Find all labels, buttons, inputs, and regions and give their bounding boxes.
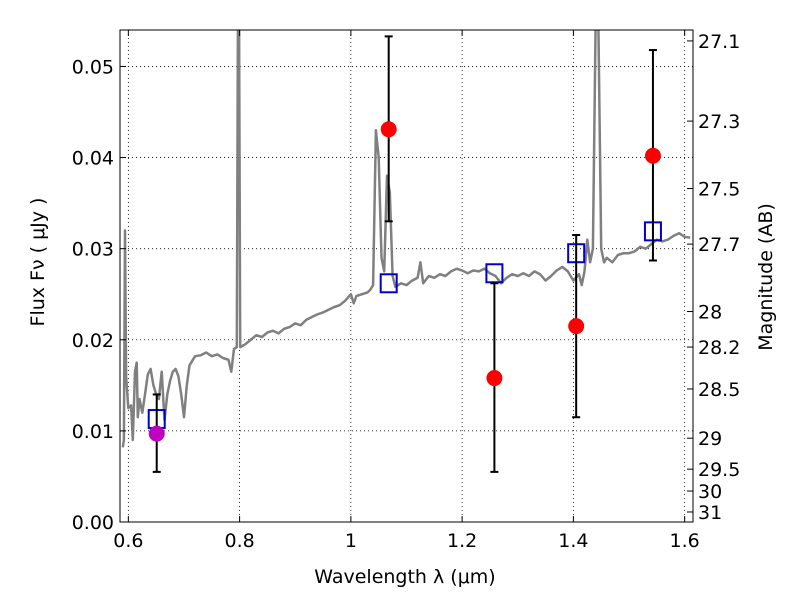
observed-point	[380, 121, 397, 138]
y-tick-label: 0.05	[72, 56, 114, 78]
model-square-marker	[485, 263, 504, 284]
right-tick-label: 27.5	[698, 179, 740, 201]
plot-frame	[119, 29, 694, 523]
spectrum-line	[121, 30, 691, 448]
right-tick-label: 30	[698, 481, 722, 503]
x-tick-label: 0.8	[224, 530, 254, 552]
y-tick-label: 0.04	[72, 148, 114, 170]
right-axis-label: Magnitude (AB)	[755, 203, 777, 351]
optical-point	[148, 425, 165, 442]
right-tick-label: 27.1	[698, 31, 740, 53]
x-axis-label: Wavelength λ (μm)	[314, 566, 495, 588]
right-tick-label: 27.7	[698, 234, 740, 256]
observed-point	[486, 370, 503, 387]
right-tick-label: 31	[698, 502, 722, 524]
x-tick-label: 1.2	[447, 530, 477, 552]
x-tick-label: 1	[345, 530, 357, 552]
right-tick-label: 28.5	[698, 379, 740, 401]
right-tick-label: 27.3	[698, 111, 740, 133]
y-tick-label: 0.03	[72, 239, 114, 261]
y-tick-label: 0.00	[72, 512, 114, 534]
plot-layer	[121, 30, 691, 473]
right-tick-label: 28.2	[698, 337, 740, 359]
y-axis-label: Flux Fν ( μJy )	[27, 198, 49, 327]
x-tick-label: 1.4	[558, 530, 588, 552]
right-tick-label: 29	[698, 428, 722, 450]
right-tick-label: 28	[698, 302, 722, 324]
x-tick-label: 0.6	[113, 530, 143, 552]
x-tick-label: 1.6	[670, 530, 700, 552]
model-square-marker	[379, 273, 398, 294]
observed-point	[568, 318, 585, 335]
y-tick-label: 0.02	[72, 330, 114, 352]
right-tick-label: 29.5	[698, 459, 740, 481]
observed-point	[644, 147, 661, 164]
y-tick-label: 0.01	[72, 421, 114, 443]
tick-layer: 0.6 0.8 1 1.2 1.4 1.6 0.00 0.01 0.02 0.03 0.04 0.05…	[72, 30, 740, 552]
